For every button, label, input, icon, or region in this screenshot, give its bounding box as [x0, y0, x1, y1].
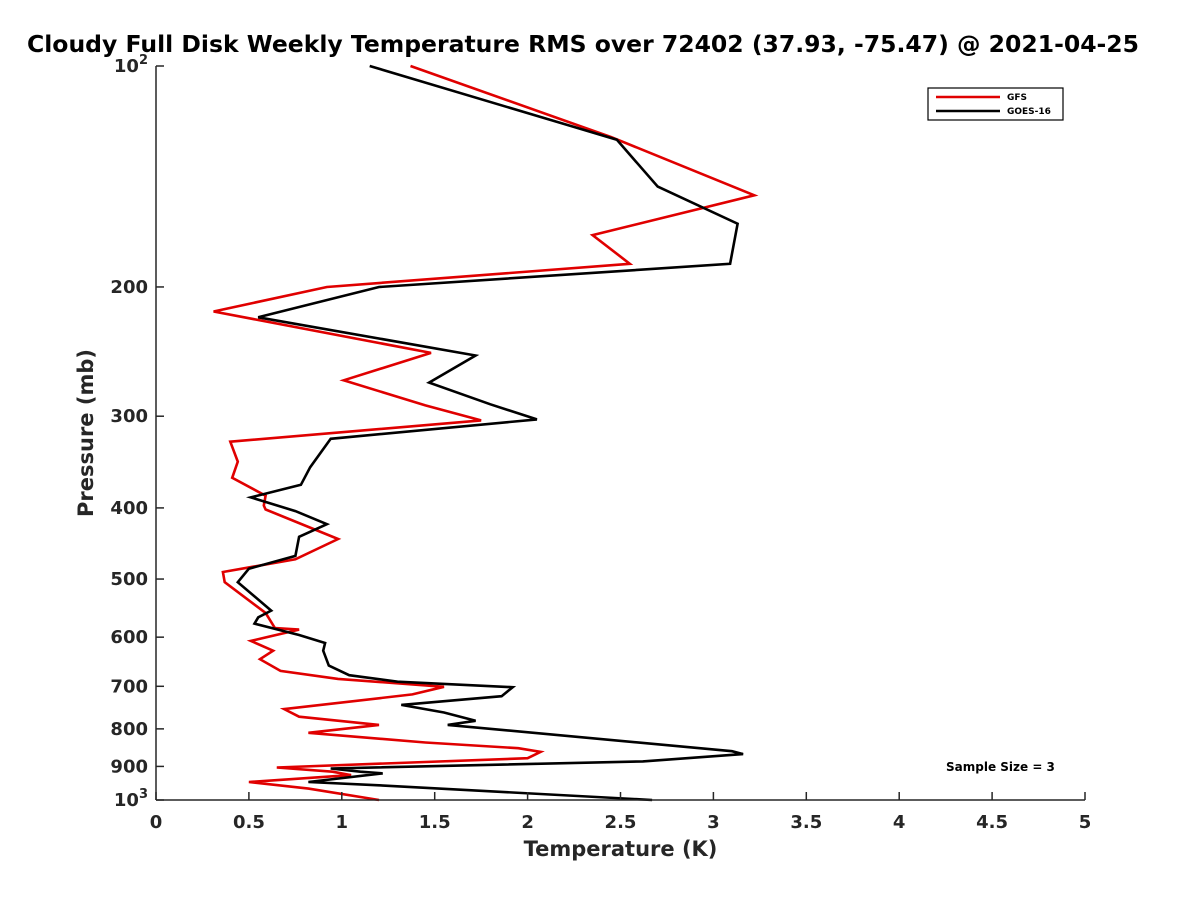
ticks-layer: 0 0.5 1 1.5 2 2.5 3 3.5 4 4.5 5 102 200 300 400 500 600 7…: [110, 53, 1091, 833]
legend-label-goes16: GOES-16: [1007, 107, 1051, 117]
y-tick-label: 102: [114, 53, 148, 77]
x-tick-label: 4: [893, 812, 906, 833]
x-tick-label: 1.5: [419, 812, 451, 833]
series-line-gfs: [213, 64, 759, 802]
legend-box: [927, 87, 1064, 121]
legend-label-gfs: GFS: [1007, 93, 1027, 103]
x-tick-label: 5: [1079, 812, 1092, 833]
y-tick-label: 400: [110, 498, 148, 519]
x-tick-label: 1: [336, 812, 349, 833]
y-tick-label: 500: [110, 569, 148, 590]
y-tick-label: 600: [110, 627, 148, 648]
chart-title: Cloudy Full Disk Weekly Temperature RMS …: [27, 30, 1140, 58]
y-tick-label: 900: [110, 756, 148, 777]
sample-size-annotation: Sample Size = 3: [946, 760, 1055, 774]
series-layer: [213, 64, 759, 802]
y-tick-label: 700: [110, 676, 148, 697]
x-tick-label: 2.5: [605, 812, 637, 833]
x-tick-label: 0: [150, 812, 163, 833]
legend: GFS GOES-16: [927, 87, 1064, 121]
series-line-goes16: [235, 64, 744, 802]
y-tick-label: 200: [110, 277, 148, 298]
x-tick-label: 0.5: [233, 812, 265, 833]
y-tick-label: 103: [114, 787, 148, 811]
x-tick-label: 3.5: [790, 812, 822, 833]
y-axis-label: Pressure (mb): [74, 349, 98, 517]
x-tick-label: 2: [521, 812, 534, 833]
y-tick-label: 800: [110, 719, 148, 740]
x-axis-label: Temperature (K): [524, 837, 718, 861]
y-tick-label: 300: [110, 406, 148, 427]
x-tick-label: 3: [707, 812, 720, 833]
axes-layer: [155, 66, 1085, 801]
x-tick-label: 4.5: [976, 812, 1008, 833]
